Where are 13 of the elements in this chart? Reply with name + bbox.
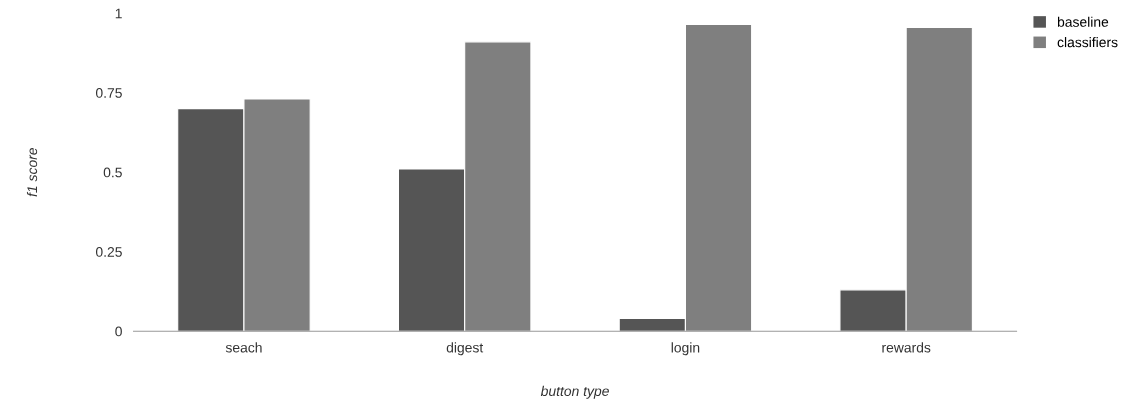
y-tick-label: 0.5 xyxy=(103,167,122,178)
x-tick-label: seach xyxy=(225,342,262,353)
x-axis-title: button type xyxy=(540,385,609,399)
x-tick-label: rewards xyxy=(882,342,931,353)
y-tick-label: 0.25 xyxy=(95,247,122,257)
y-tick-label: 0 xyxy=(115,326,122,337)
y-axis-title: f1 score xyxy=(26,148,38,197)
x-tick-label: login xyxy=(671,342,700,356)
x-tick-label: digest xyxy=(446,342,484,356)
y-tick-label: 1 xyxy=(115,8,122,19)
legend-label: classifiers xyxy=(1057,37,1118,48)
y-tick-label: 0.75 xyxy=(95,88,122,98)
legend-label: baseline xyxy=(1057,16,1109,27)
